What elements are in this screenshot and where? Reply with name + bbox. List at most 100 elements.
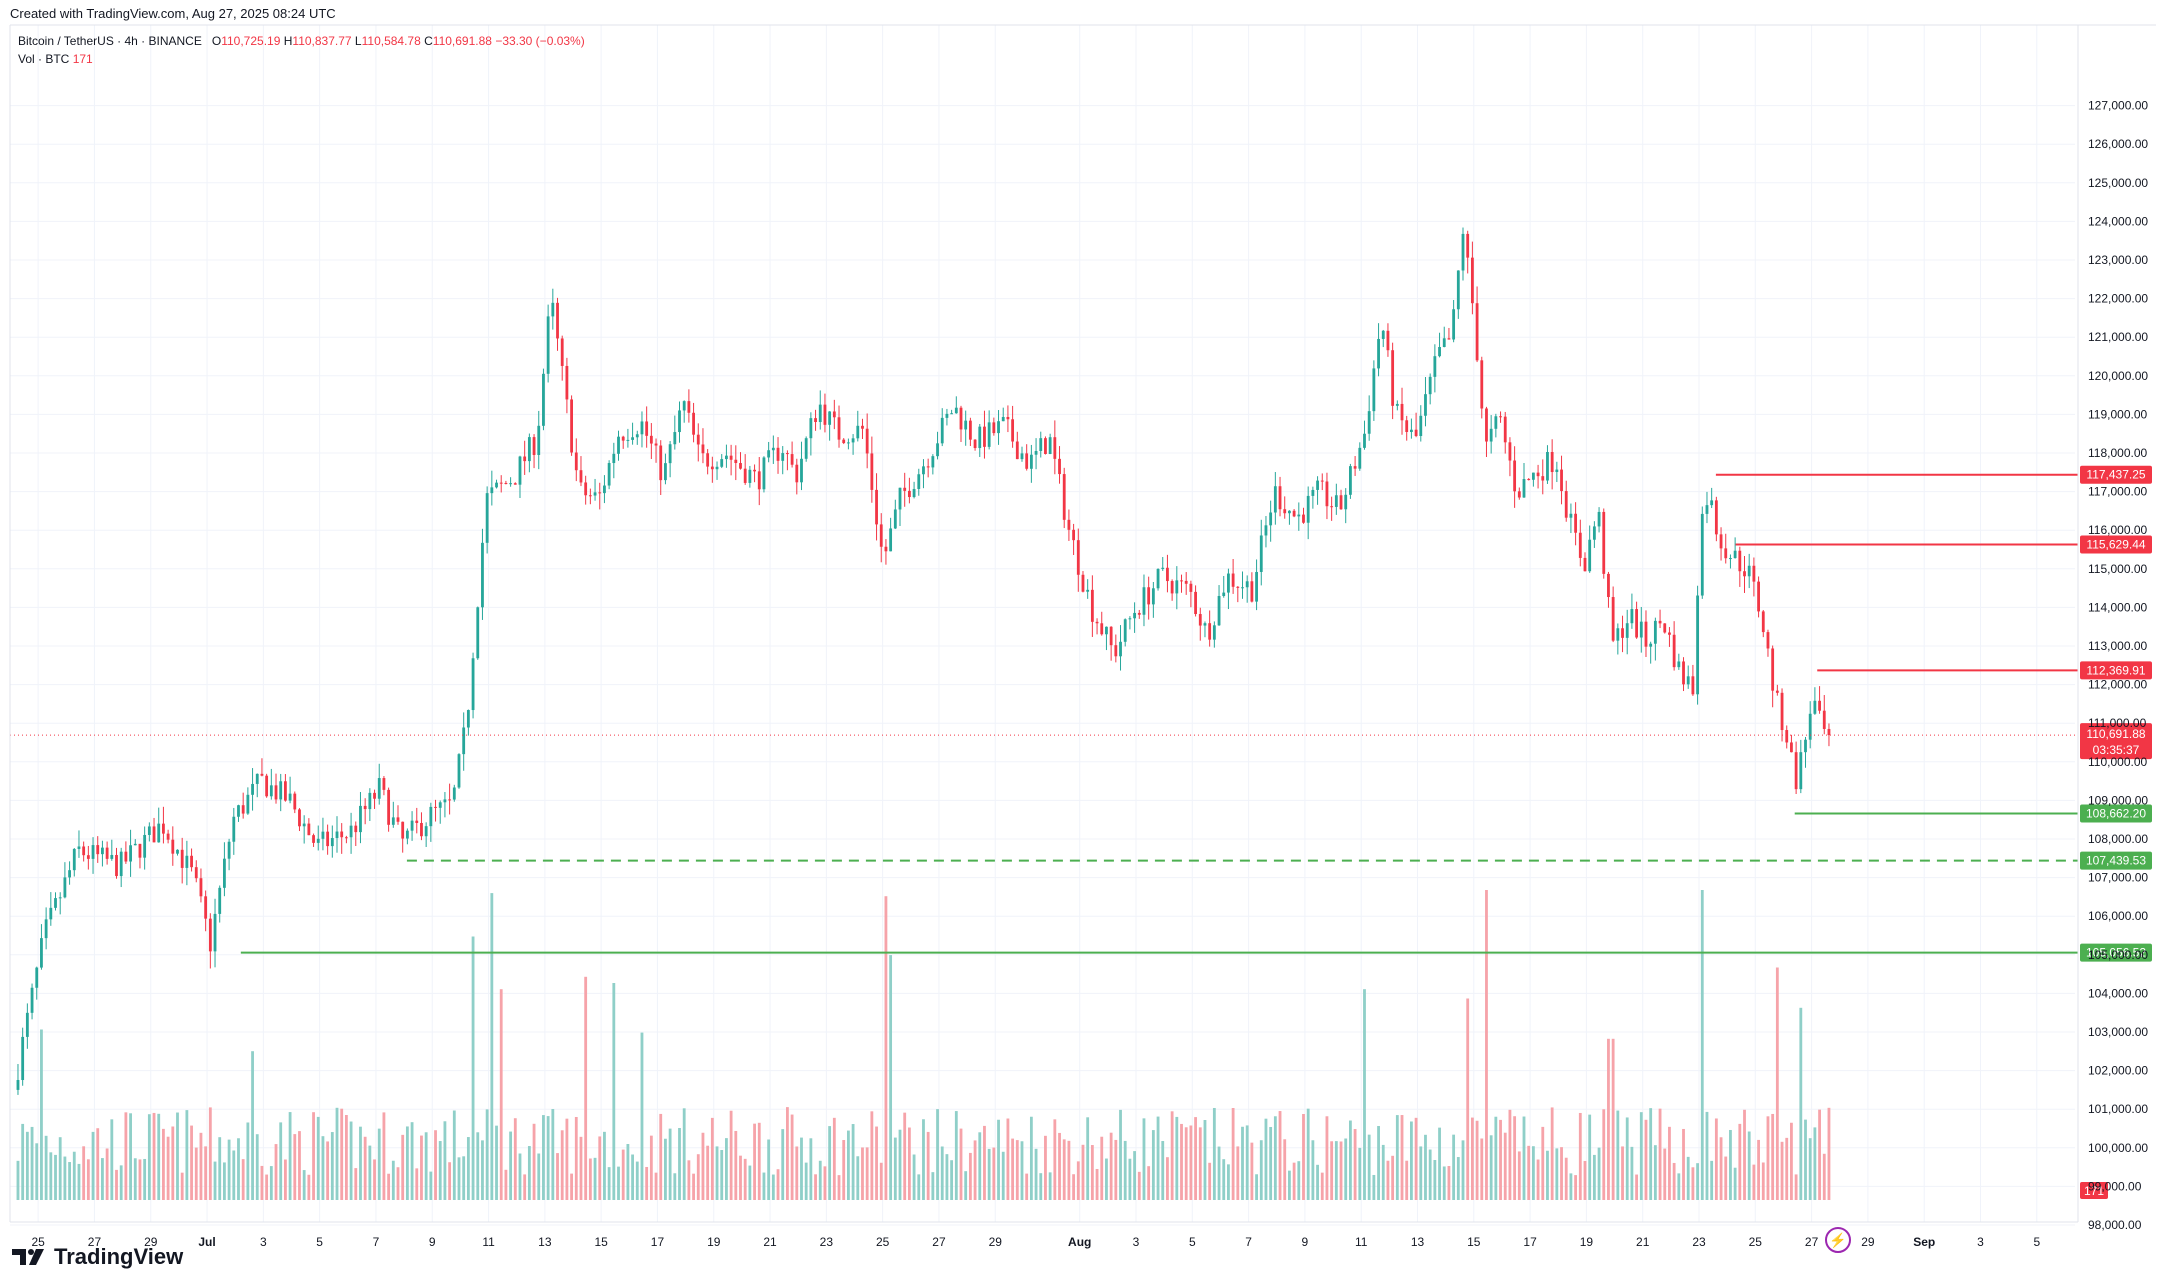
volume-bar	[1170, 1111, 1174, 1200]
candle-body	[603, 485, 606, 494]
volume-bar	[710, 1117, 714, 1200]
candle-body	[978, 426, 982, 449]
candle-body	[875, 489, 878, 525]
horizontal-levels: 117,437.25 115,629.44 112,369.91 108,662.20…	[10, 465, 2152, 1199]
volume-bar	[1105, 1158, 1108, 1200]
candle-body	[330, 838, 334, 847]
time-axis: 25 27 29 Jul 3 5 7 9 11 13 15 17 19 21 23 25 27 29 Aug 3 5 7 9…	[31, 1235, 2040, 1249]
volume-bar	[1672, 1162, 1676, 1200]
candle-body	[997, 421, 1000, 434]
candle-body	[1818, 700, 1821, 711]
volume-bar	[86, 1159, 90, 1200]
candle-body	[1574, 513, 1578, 533]
volume-bar	[218, 1137, 222, 1200]
volume-bar	[1367, 1134, 1371, 1200]
candle-body	[1372, 368, 1376, 412]
volume-bar	[861, 1147, 864, 1200]
x-tick-label: 3	[260, 1235, 267, 1249]
candle-body	[936, 443, 939, 457]
volume-bar	[1447, 1166, 1451, 1200]
y-tick-label: 113,000.00	[2088, 639, 2147, 653]
volume-bar	[54, 1154, 57, 1200]
y-tick-label: 98,000.00	[2088, 1218, 2142, 1232]
volume-bar	[809, 1138, 813, 1200]
volume-bar	[1241, 1126, 1244, 1200]
volume-bar	[157, 1113, 161, 1200]
candle-body	[814, 418, 817, 423]
candle-body	[950, 413, 954, 415]
volume-bar	[884, 896, 888, 1200]
candle-body	[1334, 495, 1338, 507]
volume-bar	[1536, 1159, 1540, 1200]
candle-body	[1231, 573, 1235, 587]
candle-body	[138, 843, 142, 858]
volume-bar	[227, 1139, 231, 1200]
volume-bar	[1822, 1153, 1826, 1200]
volume-bar	[640, 1032, 644, 1200]
volume-bar	[1480, 1138, 1484, 1200]
candle-body	[1025, 453, 1029, 469]
volume-bar	[1100, 1136, 1104, 1200]
volume-bar	[1508, 1109, 1512, 1200]
level-price-label: 108,662.20	[2086, 806, 2146, 820]
volume-bar	[16, 1160, 20, 1200]
volume-bar	[1330, 1141, 1334, 1200]
volume-bar	[457, 1157, 461, 1200]
candle-body	[846, 442, 850, 444]
lightning-icon[interactable]: ⚡	[1825, 1227, 1851, 1253]
candle-body	[1813, 700, 1817, 714]
volume-bar	[1137, 1171, 1141, 1200]
candle-body	[790, 454, 794, 465]
candle-body	[377, 778, 381, 799]
volume-bar	[1531, 1146, 1535, 1200]
volume-bar	[1461, 1140, 1465, 1200]
candle-body	[645, 421, 649, 436]
volume-bar	[1602, 1109, 1606, 1200]
candle-body	[1653, 620, 1657, 644]
candle-body	[133, 843, 137, 846]
volume-bar	[1344, 1138, 1348, 1200]
candle-body	[180, 849, 184, 868]
candle-body	[748, 469, 752, 483]
y-tick-label: 100,000.00	[2088, 1141, 2148, 1155]
candle-body	[213, 913, 217, 952]
volume-bar	[265, 1174, 269, 1200]
candle-body	[434, 806, 437, 808]
x-tick-label: 17	[651, 1235, 665, 1249]
candle-body	[1081, 574, 1085, 592]
volume-bar	[696, 1154, 700, 1200]
volume-bar	[1499, 1119, 1502, 1200]
volume-bar	[795, 1146, 799, 1200]
volume-label[interactable]: Vol · BTC	[18, 52, 70, 66]
volume-bar	[1668, 1126, 1671, 1200]
countdown-label: 03:35:37	[2093, 743, 2140, 757]
close-value: 110,691.88	[432, 34, 492, 48]
candle-body	[654, 443, 658, 446]
logo-text: TradingView	[54, 1244, 184, 1269]
candle-body	[208, 918, 212, 952]
volume-bar	[1259, 1140, 1263, 1200]
volume-bar	[593, 1157, 597, 1200]
volume-bar	[649, 1135, 653, 1200]
price-axis: 98,000.00 99,000.00 100,000.00 101,000.00 10…	[9, 24, 2156, 1232]
tradingview-logo[interactable]: TradingView	[12, 1244, 183, 1270]
candle-body	[879, 524, 883, 547]
candle-body	[1555, 469, 1559, 473]
volume-bar	[1381, 1144, 1385, 1200]
candle-body	[105, 847, 109, 859]
candle-body	[546, 316, 550, 374]
volume-bar	[1358, 1147, 1362, 1200]
volume-bar	[1592, 1154, 1596, 1200]
candle-body	[1109, 626, 1113, 646]
candle-body	[54, 898, 57, 908]
candle-body	[1119, 641, 1122, 657]
volume-bar	[1090, 1145, 1094, 1200]
volume-bar	[1804, 1119, 1807, 1200]
y-tick-label: 107,000.00	[2088, 871, 2148, 885]
volume-bar	[875, 1126, 878, 1200]
volume-bar	[1522, 1116, 1526, 1200]
symbol-title[interactable]: Bitcoin / TetherUS · 4h · BINANCE	[18, 34, 202, 48]
volume-bar	[1391, 1155, 1395, 1200]
volume-bar	[1790, 1122, 1793, 1200]
